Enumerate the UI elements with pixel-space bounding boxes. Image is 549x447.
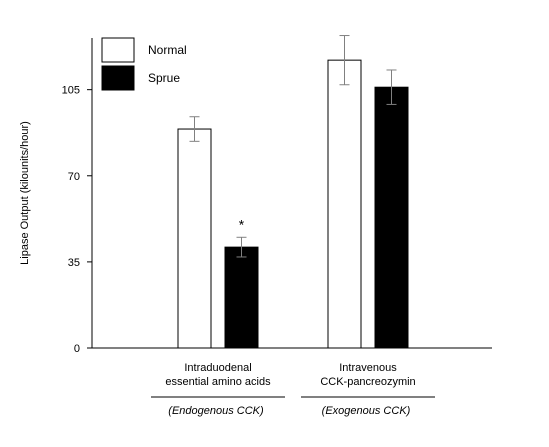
legend: Normal Sprue: [101, 37, 187, 91]
legend-label-sprue: Sprue: [148, 71, 180, 85]
group-sublabel-1: (Exogenous CCK): [322, 405, 411, 417]
y-tick-label-1: 35: [68, 257, 80, 269]
category-label-1-0: Intravenous: [339, 362, 397, 374]
group-sublabel-0: (Endogenous CCK): [168, 405, 264, 417]
bar-sprue-0: [224, 246, 259, 349]
legend-label-normal: Normal: [148, 43, 187, 57]
category-label-0-1: essential amino acids: [165, 376, 271, 388]
axes: 0 35 70 105: [62, 38, 492, 355]
y-tick-label-2: 70: [68, 171, 80, 183]
category-label-0-0: Intraduodenal: [184, 362, 251, 374]
bars: [177, 35, 409, 349]
y-axis-title: Lipase Output (kilounits/hour): [19, 121, 31, 265]
labels: Lipase Output (kilounits/hour) Intraduode…: [19, 121, 435, 417]
y-tick-label-3: 105: [62, 85, 80, 97]
bar-normal-1: [327, 59, 362, 349]
category-label-1-1: CCK-pancreozymin: [320, 376, 415, 388]
bar-normal-0: [177, 128, 212, 349]
legend-swatch-normal: [101, 37, 135, 63]
y-tick-label-0: 0: [74, 343, 80, 355]
bar-sprue-1: [374, 86, 409, 349]
significance-marker-0: *: [239, 216, 245, 232]
legend-swatch-sprue: [101, 65, 135, 91]
